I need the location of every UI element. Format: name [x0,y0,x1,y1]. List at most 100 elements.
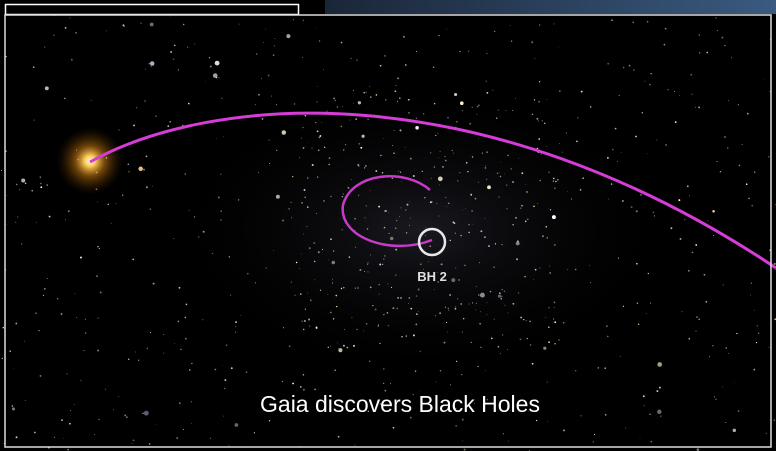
star [309,299,312,302]
star [194,43,196,45]
star [500,298,502,300]
star [539,267,541,269]
star [406,203,409,206]
star [328,259,330,261]
star [319,289,322,291]
star [734,382,735,383]
star [534,268,537,271]
star [412,175,415,177]
star [19,189,21,191]
star [140,22,142,24]
star [11,407,16,411]
star [592,441,594,443]
star [396,100,398,102]
star [690,73,693,76]
star [439,150,441,153]
star [417,288,420,291]
star [357,194,360,196]
star [459,50,461,53]
star [353,89,355,91]
star [499,352,501,354]
star [751,204,754,207]
star [456,121,458,123]
star [774,269,776,271]
star [538,81,541,83]
star [85,332,87,334]
star [699,52,701,54]
star [455,306,457,308]
star [346,346,349,349]
star [97,317,99,319]
star [446,321,448,324]
star [637,323,640,325]
star [756,325,758,327]
star [539,179,541,182]
star [691,251,694,254]
star [768,346,770,348]
star [46,184,48,186]
star [607,62,610,65]
star [504,173,505,175]
star [650,73,652,75]
star [302,388,305,391]
star [390,383,392,385]
star [24,400,26,401]
star [127,163,130,166]
star [471,210,473,212]
star [604,367,606,369]
star [471,156,474,158]
star [773,419,775,421]
star [209,65,212,68]
star [470,341,472,343]
star [113,409,114,411]
star [415,51,417,52]
star [443,341,446,344]
star [212,73,218,78]
star [172,58,175,61]
star [177,320,180,323]
star [208,57,211,59]
star [328,163,330,166]
star [132,258,135,261]
star [107,203,110,206]
star [218,77,220,79]
star [688,337,691,340]
star [70,410,71,412]
star [383,138,385,140]
star [429,152,432,154]
star [294,294,296,296]
star [395,274,397,276]
star [343,329,345,331]
star [149,61,155,66]
star [32,66,35,69]
star [484,370,486,372]
star [383,226,386,229]
star [66,373,68,375]
star [486,314,488,316]
star [393,130,395,132]
star [737,410,740,412]
star [395,84,397,86]
star [617,257,619,259]
star [69,17,71,19]
star [97,201,99,203]
star [272,54,275,56]
star [64,97,66,100]
star [300,137,303,139]
star [531,41,534,44]
star [118,129,120,131]
star [185,337,187,340]
star [459,101,464,106]
star [369,360,371,362]
star [149,332,152,334]
star [191,362,193,365]
star [380,154,382,157]
star [715,398,717,400]
star [504,304,506,306]
star [190,423,192,424]
star [128,171,130,173]
star [94,434,96,435]
star [481,152,484,154]
star [367,410,369,412]
star [625,427,626,429]
